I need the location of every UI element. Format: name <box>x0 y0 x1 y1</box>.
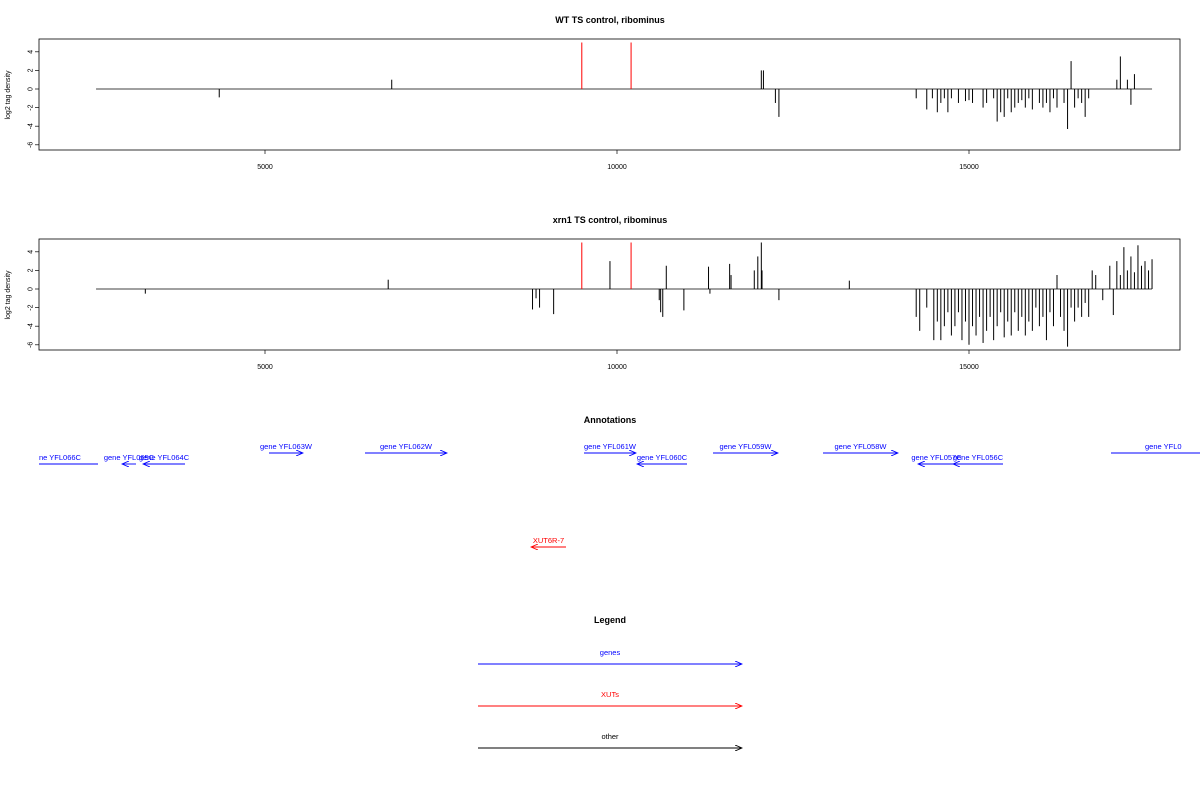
y-tick-label: 4 <box>28 250 35 254</box>
y-tick-label: -6 <box>28 342 35 348</box>
legend-items: genes XUTs other <box>478 648 742 748</box>
x-axis: 5000 10000 15000 <box>257 150 979 171</box>
y-tick-label: 0 <box>28 287 35 291</box>
annotation-label: gene YFL057C <box>911 453 962 462</box>
y-axis-label: log2 tag density <box>5 70 12 120</box>
y-tick-label: -4 <box>28 323 35 329</box>
data-marks <box>96 42 1153 129</box>
legend-label: other <box>601 732 619 741</box>
annotation-label: gene YFL065C <box>104 453 155 462</box>
y-axis: 4 2 0 -2 -4 -6 <box>28 250 39 348</box>
plot-frame <box>38 38 1181 151</box>
annotation-label: gene YFL062W <box>380 442 433 451</box>
plot-frame <box>38 238 1181 351</box>
annotation-label: gene YFL056C <box>953 453 1004 462</box>
legend-label: XUTs <box>601 690 619 699</box>
y-tick-label: -4 <box>28 123 35 129</box>
annotations-title: Annotations <box>584 415 637 425</box>
annotation-label: gene YFL059W <box>720 442 773 451</box>
legend-label: genes <box>600 648 621 657</box>
x-axis: 5000 10000 15000 <box>257 350 979 371</box>
chart-title: WT TS control, ribominus <box>555 15 665 25</box>
y-axis-label: log2 tag density <box>5 270 12 320</box>
y-axis: 4 2 0 -2 -4 -6 <box>28 50 39 148</box>
y-tick-label: -6 <box>28 142 35 148</box>
chart-panel-wt: WT TS control, ribominus log2 tag densit… <box>5 15 1181 171</box>
annotation-label: ne YFL066C <box>39 453 82 462</box>
annotation-label: XUT6R-7 <box>533 536 564 545</box>
annotation-label: gene YFL064C <box>139 453 190 462</box>
y-tick-label: 4 <box>28 50 35 54</box>
x-tick-label: 15000 <box>959 164 979 171</box>
annotation-label: gene YFL060C <box>637 453 688 462</box>
legend-section: Legend genes XUTs other <box>478 615 742 748</box>
x-tick-label: 5000 <box>257 164 273 171</box>
annotation-label: gene YFL0 <box>1145 442 1182 451</box>
x-tick-label: 5000 <box>257 364 273 371</box>
annotation-label: gene YFL058W <box>835 442 888 451</box>
chart-title: xrn1 TS control, ribominus <box>553 215 668 225</box>
y-tick-label: 0 <box>28 87 35 91</box>
y-tick-label: -2 <box>28 104 35 110</box>
annotation-label: gene YFL061W <box>584 442 637 451</box>
legend-title: Legend <box>594 615 626 625</box>
x-tick-label: 10000 <box>607 164 627 171</box>
y-tick-label: 2 <box>28 268 35 272</box>
chart-panel-xrn1: xrn1 TS control, ribominus log2 tag dens… <box>5 215 1181 371</box>
x-tick-label: 15000 <box>959 364 979 371</box>
annotation-label: gene YFL063W <box>260 442 313 451</box>
data-marks <box>96 242 1153 347</box>
x-tick-label: 10000 <box>607 364 627 371</box>
y-tick-label: -2 <box>28 304 35 310</box>
y-tick-label: 2 <box>28 68 35 72</box>
